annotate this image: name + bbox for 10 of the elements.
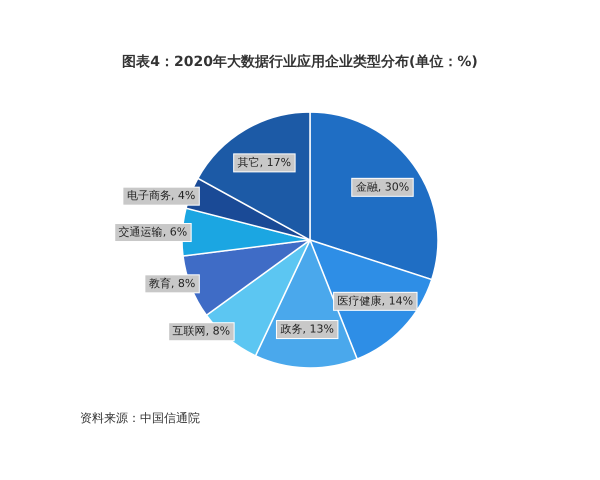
slice-label: 政务, 13% [280,322,334,336]
slice-label: 教育, 8% [148,276,196,290]
slice-label: 医疗健康, 14% [338,294,414,308]
slice-label: 交通运输, 6% [118,226,188,239]
slice-label: 互联网, 8% [172,324,230,338]
slice-label: 电子商务, 4% [126,189,196,202]
slice-label: 其它, 17% [238,156,292,169]
slice-label: 金融, 30% [356,180,410,194]
text: 资料来源：中国信通院 [80,411,200,425]
chart-title: 图表4：2020年大数据行业应用企业类型分布(单位：%) [122,53,478,70]
